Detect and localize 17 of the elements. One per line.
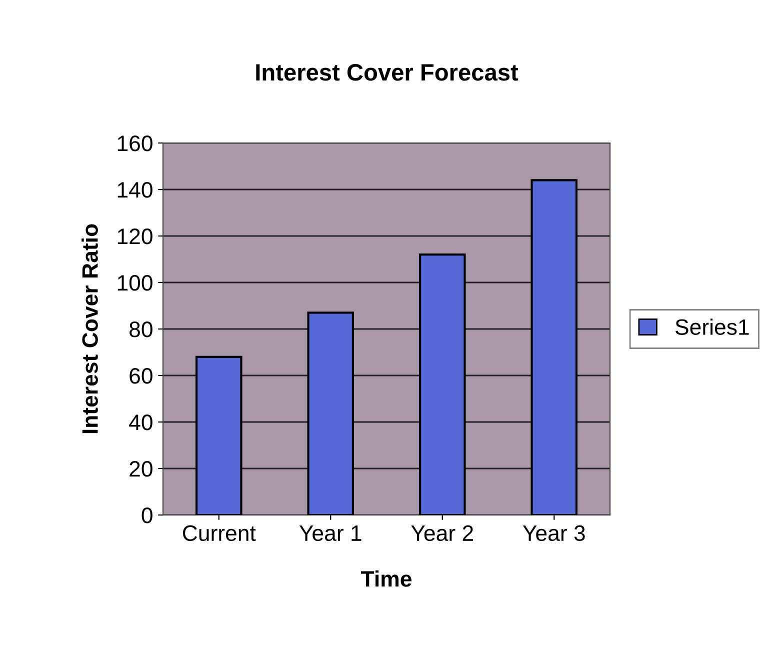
y-tick-label: 160 (118, 136, 152, 152)
legend-label: Series1 (676, 318, 749, 335)
y-tick-label: 0 (142, 508, 152, 524)
y-axis-title: Interest Cover Ratio (82, 224, 98, 434)
y-tick-label: 60 (130, 368, 152, 384)
x-tick-label: Year 1 (299, 526, 362, 542)
x-tick-label: Year 3 (522, 525, 585, 542)
y-tick-label: 80 (130, 322, 152, 338)
y-tick-label: 140 (118, 182, 152, 198)
x-axis-title: Time (361, 570, 412, 587)
y-tick-label: 100 (118, 275, 152, 291)
x-tick-label: Year 2 (411, 525, 473, 542)
y-tick-label: 40 (129, 414, 152, 430)
chart-title: Interest Cover Forecast (256, 64, 518, 81)
x-tick-label: Current (182, 525, 256, 542)
y-tick-label: 120 (118, 228, 152, 244)
y-tick-label: 20 (130, 461, 152, 477)
